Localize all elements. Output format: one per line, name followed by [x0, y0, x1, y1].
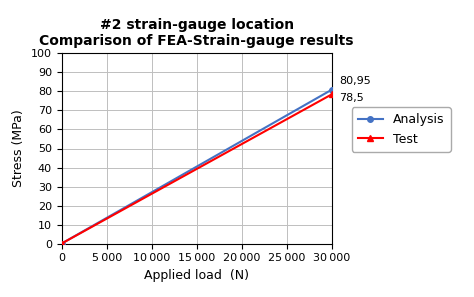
Text: 78,5: 78,5	[339, 93, 364, 103]
X-axis label: Applied load  (N): Applied load (N)	[144, 269, 249, 282]
Text: 80,95: 80,95	[339, 76, 371, 86]
Y-axis label: Stress (MPa): Stress (MPa)	[12, 110, 25, 187]
Title: #2 strain-gauge location
Comparison of FEA-Strain-gauge results: #2 strain-gauge location Comparison of F…	[39, 18, 354, 48]
Legend: Analysis, Test: Analysis, Test	[352, 107, 451, 152]
